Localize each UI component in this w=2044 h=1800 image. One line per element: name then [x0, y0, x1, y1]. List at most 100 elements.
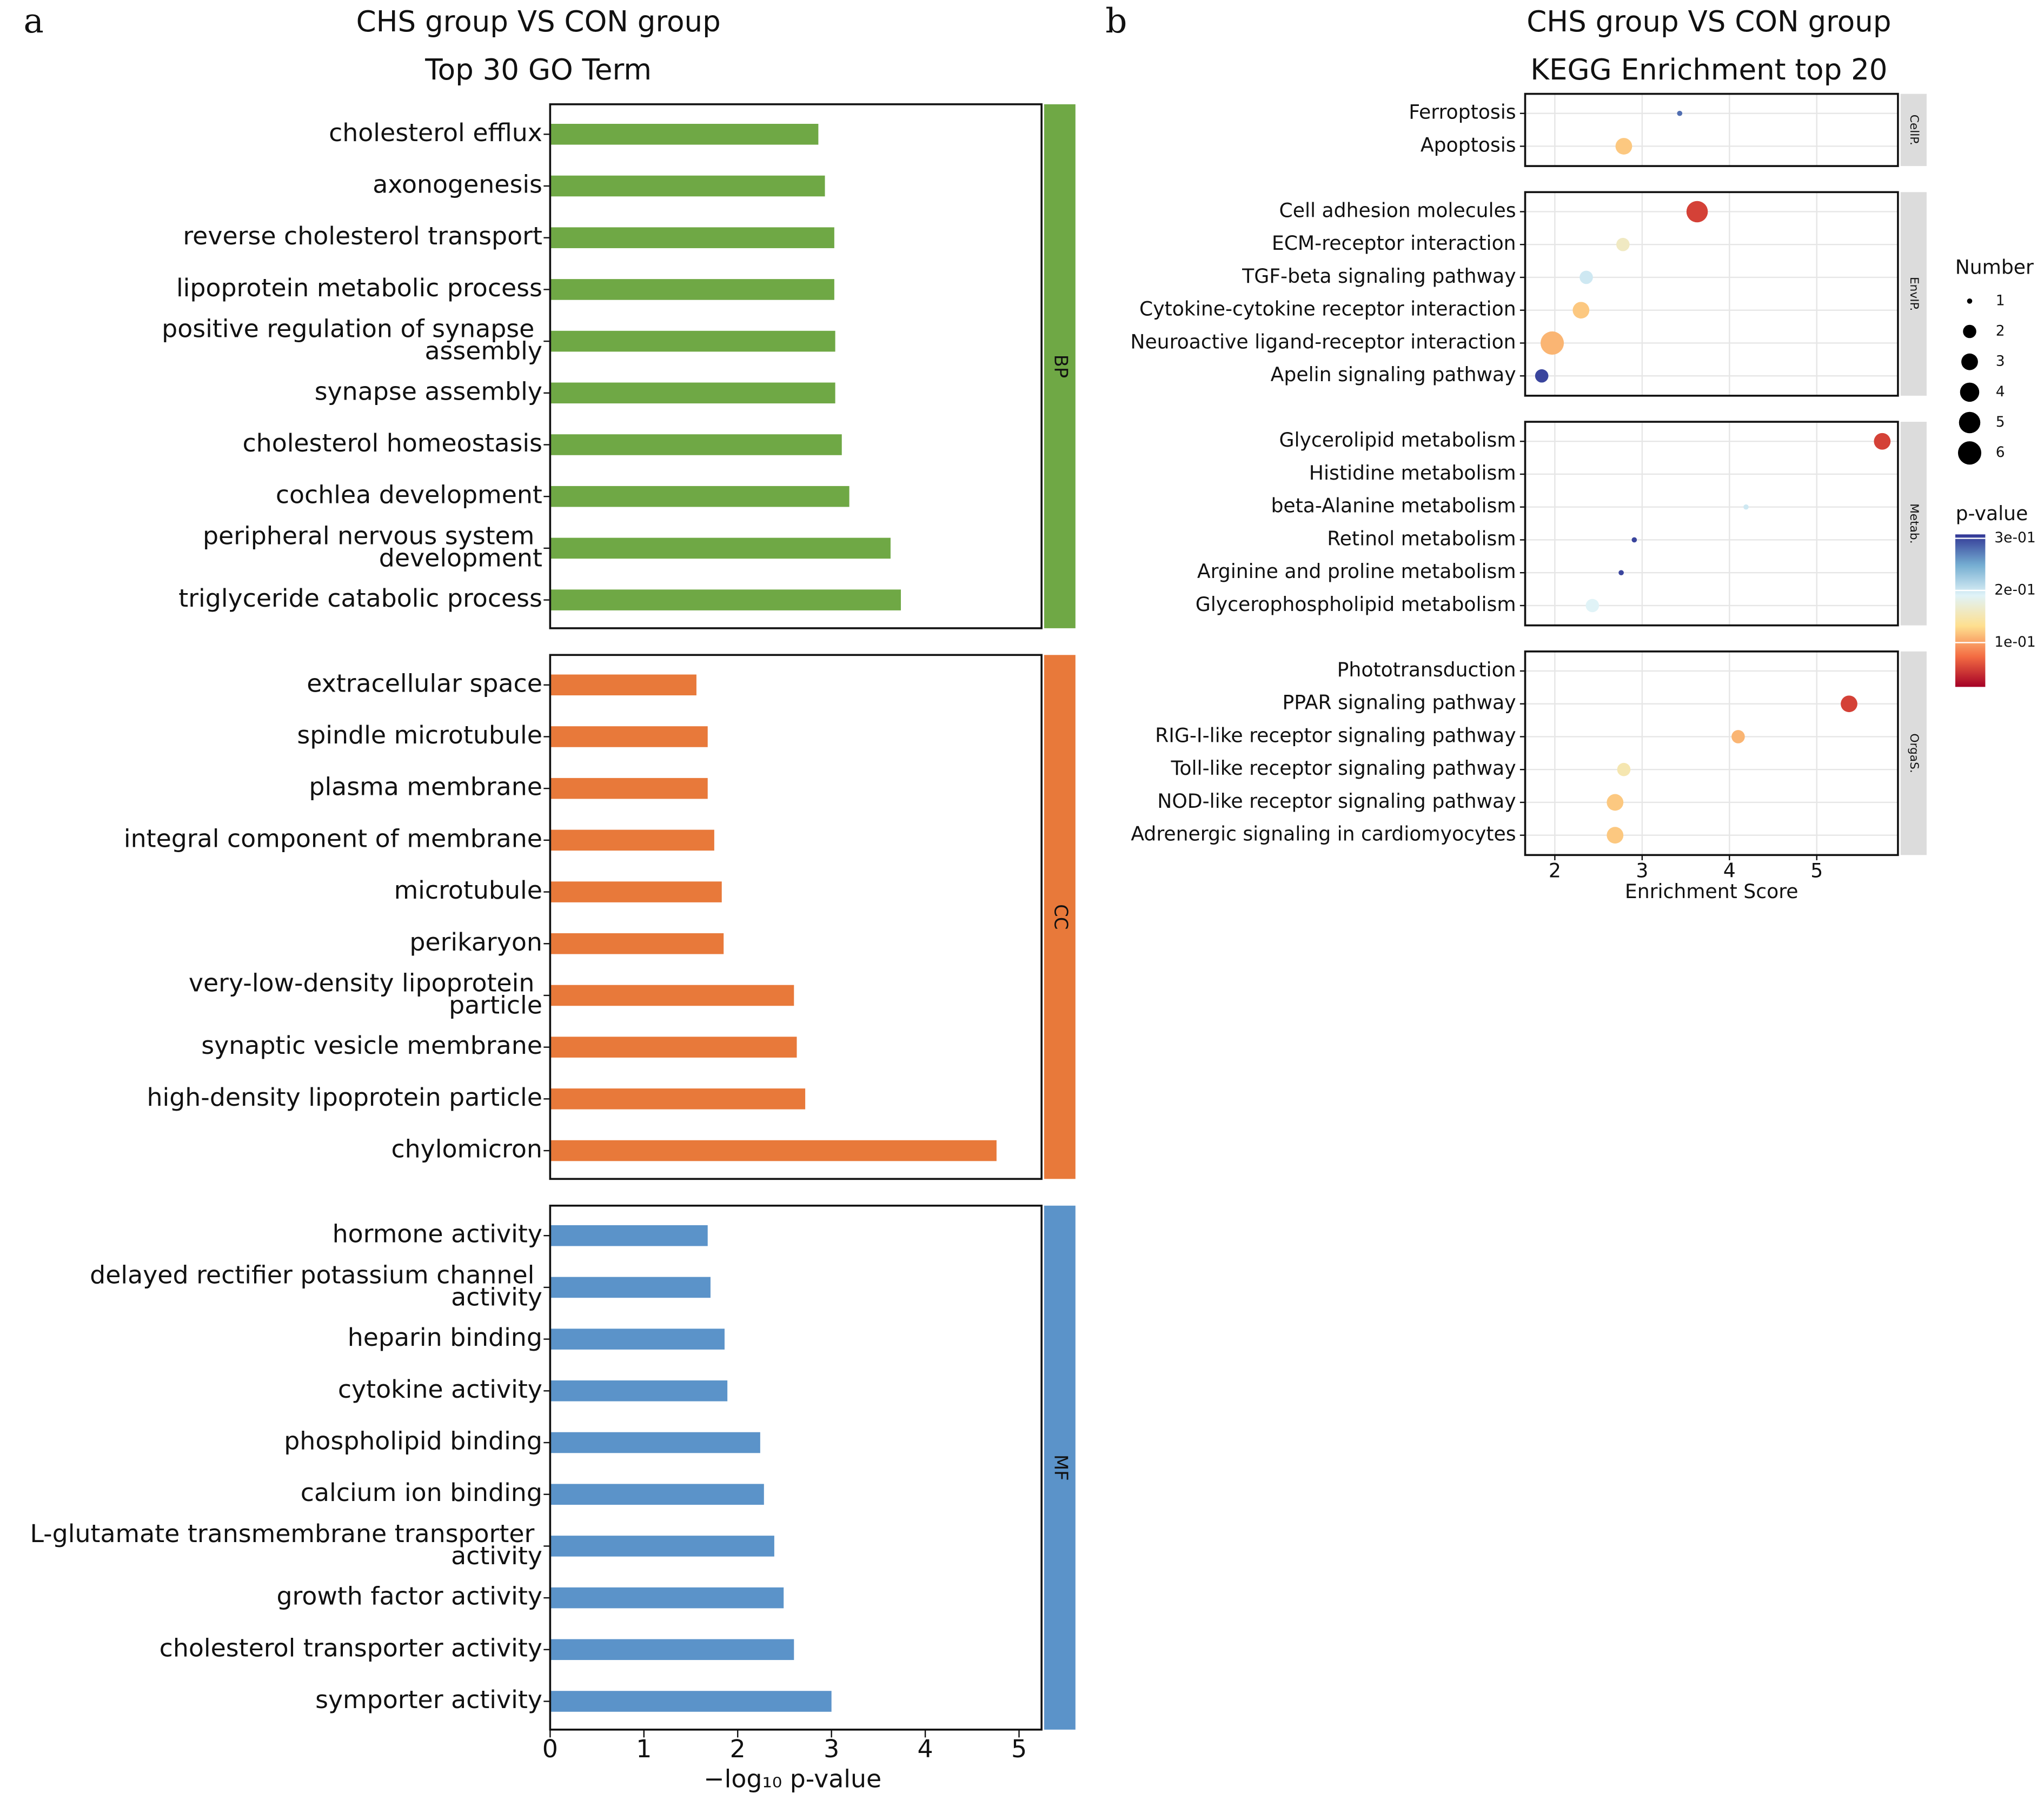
facet-bg	[1525, 192, 1898, 396]
x-tick-label: 1	[636, 1734, 652, 1763]
size-legend-key	[1960, 382, 1980, 402]
y-tick-label: beta-Alanine metabolism	[1271, 494, 1516, 517]
bar	[550, 486, 850, 507]
facet-label: Metab.	[1907, 503, 1921, 544]
dot	[1677, 110, 1683, 116]
colorbar-tick-label: 3e-01	[1994, 529, 2035, 546]
size-legend-label: 4	[1996, 383, 2005, 400]
size-legend-label: 3	[1996, 353, 2005, 370]
bar	[550, 1277, 711, 1298]
y-tick-label: Histidine metabolism	[1309, 461, 1516, 484]
size-legend-label: 6	[1996, 444, 2005, 461]
y-tick-label: lipoprotein metabolic process	[176, 273, 542, 302]
y-tick-label: RIG-I-like receptor signaling pathway	[1155, 723, 1516, 747]
facet-frame	[549, 1204, 1043, 1731]
facet-strip	[1900, 94, 1927, 167]
y-tick-label: hormone activity	[333, 1219, 542, 1248]
bar	[550, 1536, 774, 1557]
dot	[1607, 794, 1624, 811]
y-tick-label: ECM-receptor interaction	[1272, 231, 1516, 255]
bar	[550, 1037, 797, 1058]
dot	[1615, 138, 1632, 155]
bar	[550, 1432, 760, 1453]
x-tick-label: 5	[1810, 859, 1823, 882]
y-tick-label: cholesterol efflux	[329, 118, 542, 147]
y-tick-label: peripheral nervous system development	[203, 521, 542, 572]
size-legend-key	[1959, 411, 1981, 434]
y-tick-label: spindle microtubule	[297, 720, 542, 749]
bar	[550, 674, 696, 696]
dot	[1618, 570, 1624, 576]
y-tick-label: TGF-beta signaling pathway	[1242, 264, 1516, 288]
colorbar	[1955, 534, 1986, 687]
chart-subtitle: KEGG Enrichment top 20	[1530, 53, 1887, 87]
facet-frame	[1524, 191, 1899, 397]
y-tick-label: phospholipid binding	[284, 1426, 542, 1456]
facet-label: CC	[1050, 904, 1071, 929]
y-tick-label: Apoptosis	[1421, 133, 1516, 156]
size-legend-key	[1961, 353, 1978, 370]
y-tick-label: axonogenesis	[373, 169, 542, 198]
x-tick-label: 3	[824, 1734, 839, 1763]
bar	[550, 1380, 728, 1402]
bar	[550, 726, 708, 747]
size-legend-label: 5	[1996, 414, 2005, 430]
facet-strip	[1044, 655, 1076, 1179]
y-tick-label: Ferroptosis	[1409, 101, 1516, 124]
facet-label: MF	[1050, 1454, 1071, 1481]
facet-strip	[1900, 192, 1927, 396]
y-tick-label: Adrenergic signaling in cardiomyocytes	[1131, 822, 1516, 846]
dot	[1616, 237, 1630, 251]
bar	[550, 175, 825, 197]
colorbar-title: p-value	[1956, 502, 2028, 525]
y-tick-label: symporter activity	[315, 1685, 542, 1714]
bar	[550, 537, 891, 559]
size-legend-label: 2	[1996, 323, 2005, 340]
panel-label: b	[1105, 1, 1127, 41]
y-tick-label: synaptic vesicle membrane	[201, 1031, 542, 1060]
y-tick-label: chylomicron	[391, 1134, 542, 1164]
y-tick-label: Neuroactive ligand-receptor interaction	[1130, 330, 1516, 353]
y-tick-label: high-density lipoprotein particle	[147, 1082, 542, 1112]
y-tick-label: cochlea development	[276, 480, 542, 509]
dot	[1572, 302, 1590, 319]
size-legend-label: 1	[1996, 292, 2005, 309]
x-tick-label: 4	[1723, 859, 1736, 882]
y-tick-label: Cytokine-cytokine receptor interaction	[1139, 297, 1516, 321]
facet-frame	[549, 654, 1043, 1180]
y-tick-label: Arginine and proline metabolism	[1197, 560, 1516, 583]
facet-strip	[1900, 651, 1927, 855]
bar	[550, 1587, 784, 1609]
y-tick-label: microtubule	[394, 875, 542, 905]
y-tick-label: calcium ion binding	[301, 1478, 542, 1507]
size-legend-key	[1963, 324, 1976, 338]
bar	[550, 1639, 794, 1660]
bar	[550, 778, 708, 799]
x-tick-label: 2	[730, 1734, 746, 1763]
panel-b: b CHS group VS CON group KEGG Enrichment…	[1105, 1, 2035, 903]
y-tick-label: integral component of membrane	[124, 823, 542, 853]
x-tick-label: 3	[1636, 859, 1648, 882]
chart-title: CHS group VS CON group	[356, 5, 721, 38]
bar	[550, 382, 835, 404]
facet-bg	[1525, 94, 1898, 167]
y-tick-label: synapse assembly	[315, 376, 542, 406]
dot	[1541, 331, 1564, 355]
size-legend-title: Number	[1955, 256, 2034, 279]
facet-frame	[1524, 650, 1899, 856]
dot	[1841, 695, 1857, 713]
bar	[550, 1329, 725, 1350]
y-tick-label: very-low-density lipoprotein particle	[189, 968, 542, 1019]
panel-a: a CHS group VS CON group Top 30 GO Term …	[24, 1, 1076, 1793]
y-tick-label: Apelin signaling pathway	[1271, 363, 1516, 386]
x-tick-label: 2	[1549, 859, 1561, 882]
y-tick-label: cytokine activity	[338, 1374, 542, 1404]
bar	[550, 1484, 764, 1505]
bar	[550, 124, 819, 145]
y-tick-label: PPAR signaling pathway	[1282, 691, 1516, 714]
bar	[550, 434, 842, 455]
x-tick-label: 4	[918, 1734, 933, 1763]
y-tick-label: heparin binding	[348, 1323, 542, 1352]
x-axis-label: −log₁₀ p-value	[704, 1764, 881, 1793]
facet-bg	[1525, 651, 1898, 855]
